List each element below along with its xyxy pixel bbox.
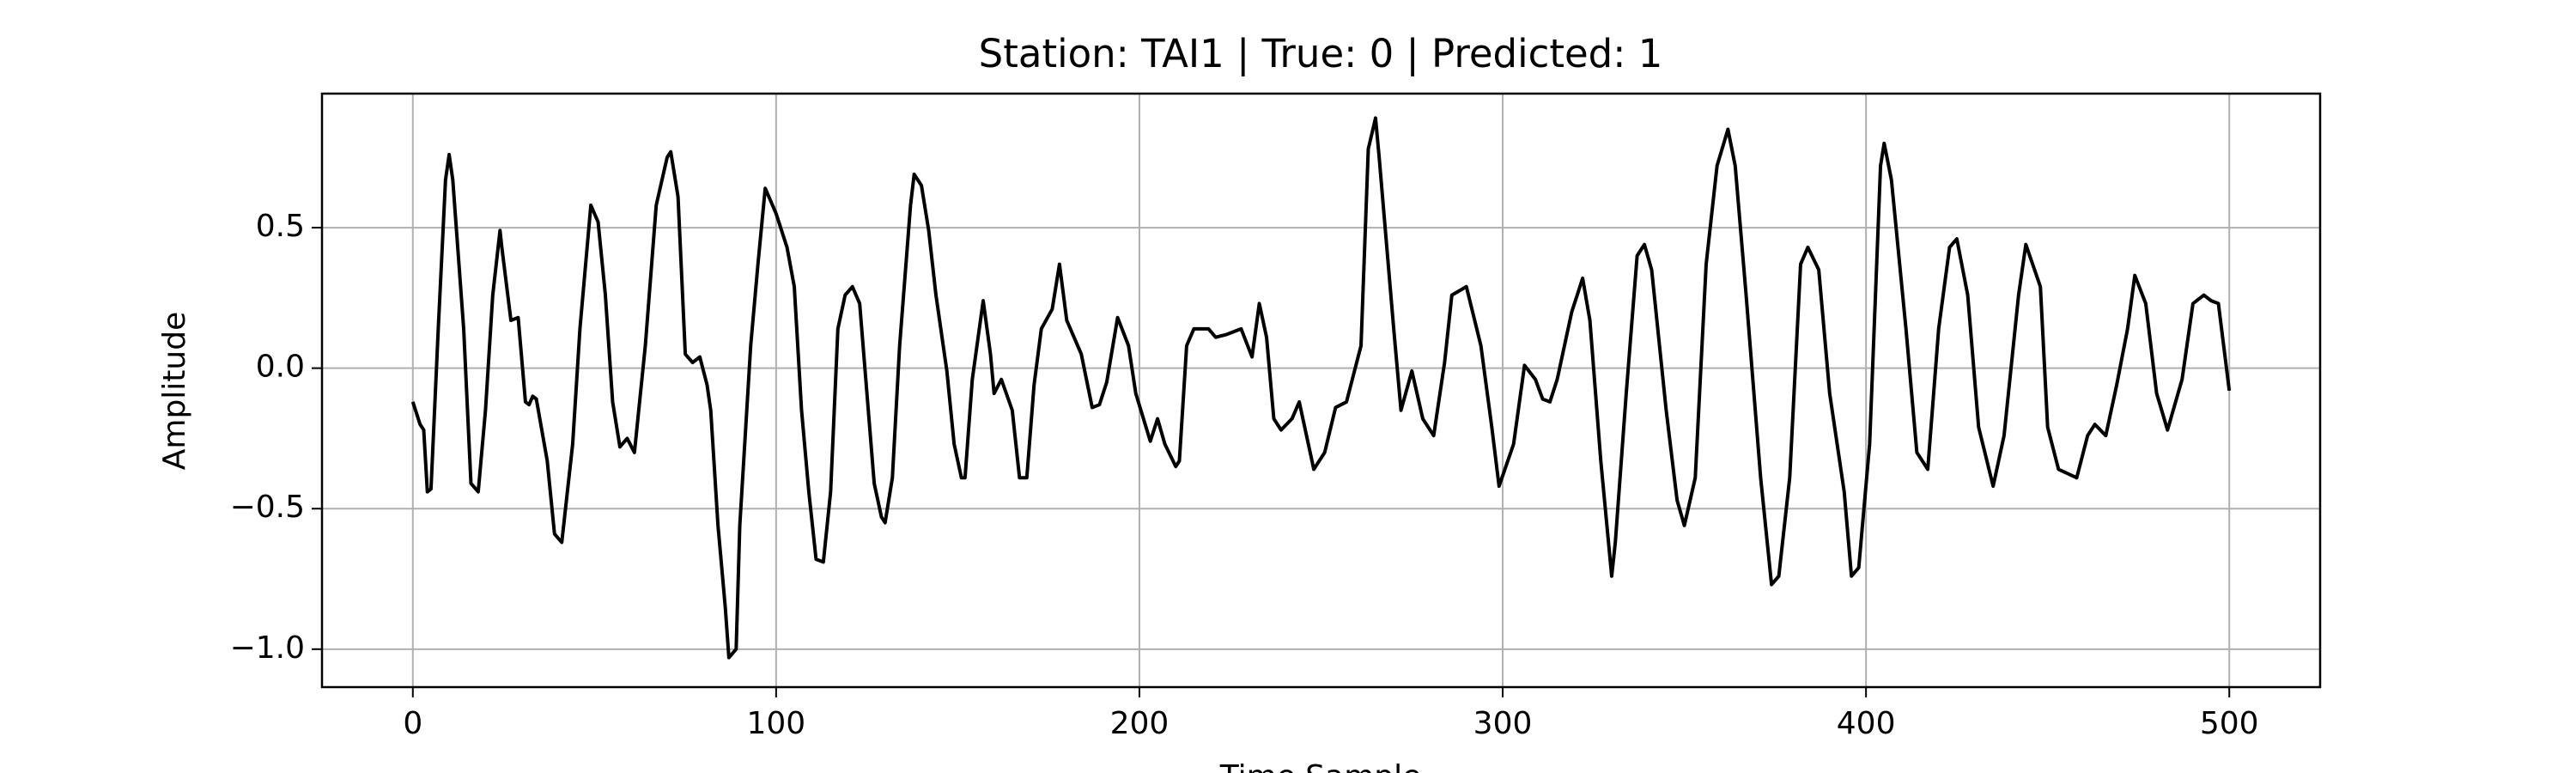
x-tick-label: 300 [1473, 706, 1533, 741]
x-tick-label: 0 [403, 706, 422, 741]
y-axis-label: Amplitude [157, 312, 192, 470]
y-tick-label: −1.0 [230, 630, 305, 666]
axes-frame [320, 92, 2322, 689]
plot [410, 116, 2232, 660]
x-tick-label: 100 [747, 706, 806, 741]
x-axis-label: Time Sample [1219, 759, 1422, 773]
ticks: 0 100 200 300 400 500 −1.0 −0.5 0.0 0.5 [230, 209, 2259, 741]
x-tick-label: 400 [1837, 706, 1896, 741]
x-tick-label: 200 [1110, 706, 1170, 741]
y-tick-label: 0.5 [256, 209, 305, 244]
x-tick-label: 500 [2200, 706, 2259, 741]
y-tick-label: −0.5 [230, 490, 305, 525]
signal-line [410, 116, 2232, 660]
chart-title: Station: TAI1 | True: 0 | Predicted: 1 [979, 31, 1663, 76]
y-tick-label: 0.0 [256, 350, 305, 385]
